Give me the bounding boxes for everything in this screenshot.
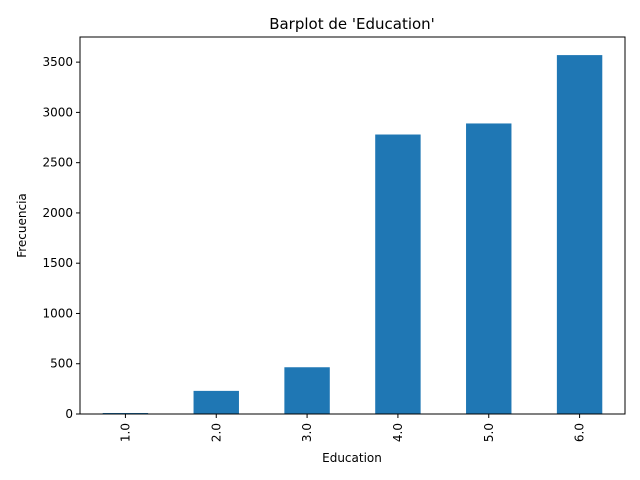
chart-title: Barplot de 'Education' xyxy=(269,15,435,33)
x-tick-label: 1.0 xyxy=(118,423,132,442)
y-tick-label: 500 xyxy=(50,357,73,371)
y-tick-label: 0 xyxy=(65,407,73,421)
x-axis-label: Education xyxy=(322,451,382,465)
bar-2.0 xyxy=(193,390,239,414)
x-tick-label: 3.0 xyxy=(300,423,314,442)
bar-6.0 xyxy=(556,55,603,414)
y-tick-label: 2000 xyxy=(42,206,73,220)
plot-frame xyxy=(79,36,626,415)
x-tick-label: 2.0 xyxy=(209,423,223,442)
y-tick-label: 2500 xyxy=(42,156,73,170)
y-tick-label: 3500 xyxy=(42,55,73,69)
plot-area: 1.0 2.0 3.0 4.0 5.0 6.0 0 500 1000 1500 2000 2500 30… xyxy=(42,55,603,442)
x-tick-label: 5.0 xyxy=(482,423,496,442)
y-axis-label: Frecuencia xyxy=(15,193,29,258)
bar-4.0 xyxy=(375,134,421,414)
x-tick-label: 6.0 xyxy=(573,423,587,442)
bar-5.0 xyxy=(466,123,512,414)
bar-3.0 xyxy=(284,367,330,414)
y-tick-label: 1500 xyxy=(42,256,73,270)
y-tick-label: 1000 xyxy=(42,306,73,320)
y-tick-label: 3000 xyxy=(42,105,73,119)
bar-1.0 xyxy=(102,412,149,414)
x-tick-label: 4.0 xyxy=(391,423,405,442)
